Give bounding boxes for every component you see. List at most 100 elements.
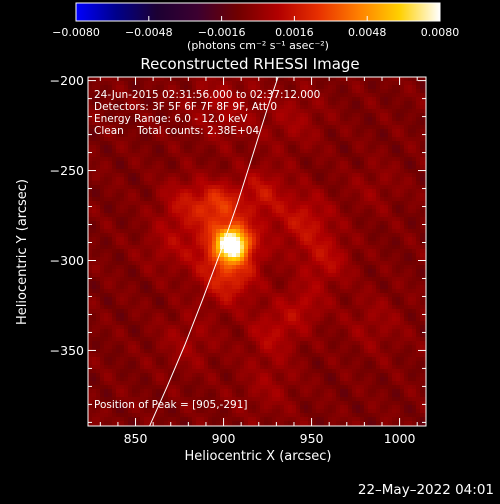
heatmap-cell bbox=[400, 257, 405, 262]
heatmap-cell bbox=[360, 93, 365, 98]
heatmap-cell bbox=[404, 193, 409, 198]
heatmap-cell bbox=[176, 241, 181, 246]
heatmap-cell bbox=[212, 77, 217, 82]
heatmap-cell bbox=[132, 289, 137, 294]
heatmap-cell bbox=[284, 153, 289, 158]
heatmap-cell bbox=[148, 177, 153, 182]
heatmap-cell bbox=[300, 149, 305, 154]
heatmap-cell bbox=[292, 173, 297, 178]
heatmap-cell bbox=[364, 153, 369, 158]
heatmap-cell bbox=[356, 85, 361, 90]
heatmap-cell bbox=[148, 205, 153, 210]
heatmap-cell bbox=[404, 113, 409, 118]
heatmap-cell bbox=[172, 225, 177, 230]
heatmap-cell bbox=[388, 293, 393, 298]
heatmap-cell bbox=[216, 297, 221, 302]
heatmap-cell bbox=[416, 253, 421, 258]
heatmap-cell bbox=[304, 165, 309, 170]
heatmap-cell bbox=[400, 153, 405, 158]
heatmap-cell bbox=[352, 273, 357, 278]
heatmap-cell bbox=[308, 225, 313, 230]
heatmap-cell bbox=[212, 233, 217, 238]
heatmap-cell bbox=[388, 193, 393, 198]
heatmap-cell bbox=[288, 277, 293, 282]
heatmap-cell bbox=[212, 249, 217, 254]
heatmap-cell bbox=[88, 161, 93, 166]
heatmap-cell bbox=[196, 153, 201, 158]
heatmap-cell bbox=[416, 133, 421, 138]
heatmap-cell bbox=[264, 229, 269, 234]
heatmap-cell bbox=[116, 225, 121, 230]
heatmap-cell bbox=[152, 149, 157, 154]
heatmap-cell bbox=[196, 257, 201, 262]
heatmap-cell bbox=[92, 217, 97, 222]
heatmap-cell bbox=[368, 81, 373, 86]
heatmap-cell bbox=[140, 173, 145, 178]
heatmap-cell bbox=[272, 249, 277, 254]
heatmap-cell bbox=[108, 81, 113, 86]
heatmap-cell bbox=[368, 89, 373, 94]
heatmap-cell bbox=[276, 189, 281, 194]
heatmap-cell bbox=[280, 237, 285, 242]
heatmap-cell bbox=[352, 89, 357, 94]
heatmap-cell bbox=[168, 305, 173, 310]
heatmap-cell bbox=[256, 149, 261, 154]
heatmap-cell bbox=[328, 141, 333, 146]
heatmap-cell bbox=[260, 245, 265, 250]
heatmap-cell bbox=[96, 173, 101, 178]
heatmap-cell bbox=[364, 289, 369, 294]
heatmap-cell bbox=[92, 277, 97, 282]
heatmap-cell bbox=[256, 289, 261, 294]
heatmap-cell bbox=[380, 233, 385, 238]
heatmap-cell bbox=[360, 209, 365, 214]
heatmap-cell bbox=[112, 261, 117, 266]
heatmap-cell bbox=[236, 213, 241, 218]
heatmap-cell bbox=[324, 237, 329, 242]
heatmap-cell bbox=[300, 189, 305, 194]
heatmap-cell bbox=[292, 121, 297, 126]
colorbar-tick-label: −0.0016 bbox=[198, 26, 246, 39]
heatmap-cell bbox=[380, 221, 385, 226]
heatmap-cell bbox=[192, 173, 197, 178]
heatmap-cell bbox=[384, 237, 389, 242]
heatmap-cell bbox=[300, 129, 305, 134]
heatmap-cell bbox=[180, 273, 185, 278]
heatmap-cell bbox=[388, 305, 393, 310]
heatmap-cell bbox=[188, 309, 193, 314]
heatmap-cell bbox=[356, 257, 361, 262]
heatmap-cell bbox=[364, 85, 369, 90]
heatmap-cell bbox=[168, 213, 173, 218]
heatmap-cell bbox=[284, 141, 289, 146]
heatmap-cell bbox=[116, 233, 121, 238]
heatmap-cell bbox=[288, 77, 293, 82]
heatmap-cell bbox=[120, 309, 125, 314]
heatmap-cell bbox=[104, 193, 109, 198]
heatmap-cell bbox=[108, 221, 113, 226]
heatmap-cell bbox=[344, 105, 349, 110]
heatmap-cell bbox=[292, 205, 297, 210]
heatmap-cell bbox=[176, 217, 181, 222]
heatmap-cell bbox=[348, 257, 353, 262]
heatmap-cell bbox=[376, 221, 381, 226]
heatmap-cell bbox=[188, 213, 193, 218]
heatmap-cell bbox=[344, 293, 349, 298]
heatmap-cell bbox=[264, 165, 269, 170]
heatmap-cell bbox=[404, 233, 409, 238]
heatmap-cell bbox=[236, 145, 241, 150]
heatmap-cell bbox=[304, 153, 309, 158]
heatmap-cell bbox=[148, 209, 153, 214]
heatmap-cell bbox=[232, 265, 237, 270]
heatmap-cell bbox=[208, 209, 213, 214]
heatmap-cell bbox=[416, 121, 421, 126]
heatmap-cell bbox=[116, 261, 121, 266]
heatmap-cell bbox=[368, 213, 373, 218]
heatmap-cell bbox=[152, 233, 157, 238]
heatmap-cell bbox=[100, 157, 105, 162]
heatmap-cell bbox=[180, 261, 185, 266]
heatmap-cell bbox=[136, 269, 141, 274]
heatmap-cell bbox=[320, 281, 325, 286]
heatmap-cell bbox=[268, 113, 273, 118]
heatmap-cell bbox=[184, 197, 189, 202]
heatmap-cell bbox=[308, 177, 313, 182]
heatmap-cell bbox=[280, 201, 285, 206]
